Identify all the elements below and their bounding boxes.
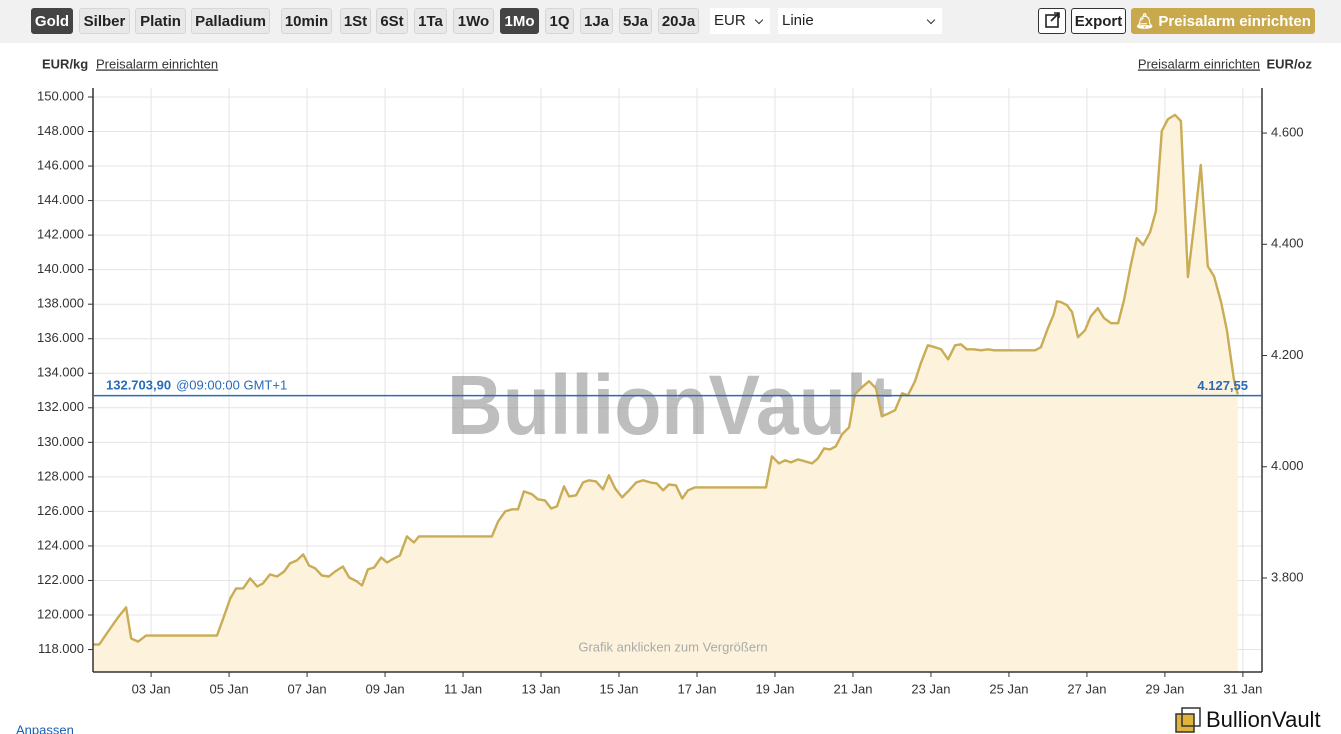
metal-button[interactable]: Palladium <box>191 8 270 34</box>
y2-axis-label: EUR/oz <box>1267 56 1313 71</box>
range-button[interactable]: 5Ja <box>619 8 652 34</box>
y-tick-label: 136.000 <box>37 330 84 345</box>
x-tick-label: 31 Jan <box>1223 681 1262 696</box>
reference-time: @09:00:00 GMT+1 <box>176 378 287 393</box>
y-tick-label: 148.000 <box>37 123 84 138</box>
customize-link[interactable]: Anpassen <box>16 722 74 734</box>
y-tick-label: 134.000 <box>37 365 84 380</box>
open-button[interactable] <box>1038 8 1066 34</box>
y-axis-label: EUR/kg <box>42 56 88 71</box>
y-tick-label: 124.000 <box>37 537 84 552</box>
x-tick-label: 15 Jan <box>599 681 638 696</box>
alarm-button[interactable]: 🔔︎ Preisalarm einrichten <box>1131 8 1315 34</box>
x-tick-label: 29 Jan <box>1145 681 1184 696</box>
reference-label: 132.703,90 @09:00:00 GMT+1 <box>106 378 287 393</box>
y2-tick-label: 4.200 <box>1271 347 1304 362</box>
range-button[interactable]: 1Wo <box>453 8 494 34</box>
y-tick-label: 144.000 <box>37 192 84 207</box>
currency-select[interactable]: EUR <box>710 8 770 34</box>
logo-text: BullionVault <box>1206 707 1321 732</box>
logo: BullionVault <box>1175 707 1321 733</box>
open-icon <box>1045 12 1060 28</box>
hint: Grafik anklicken zum Vergrößern <box>578 639 767 654</box>
x-tick-label: 21 Jan <box>833 681 872 696</box>
watermark: BullionVault <box>447 358 893 452</box>
range-button[interactable]: 6St <box>376 8 408 34</box>
reference-label-2: 4.127,55 <box>1197 378 1248 393</box>
x-tick-label: 27 Jan <box>1067 681 1106 696</box>
y-tick-label: 122.000 <box>37 572 84 587</box>
alarm-link[interactable]: Preisalarm einrichten <box>1138 56 1260 71</box>
range-button[interactable]: 10min <box>281 8 332 34</box>
range-button[interactable]: 1Mo <box>500 8 539 34</box>
toolbar: Gold Silber Platin Palladium 10min 1St 6St 1Ta 1… <box>0 0 1341 43</box>
x-tick-label: 25 Jan <box>989 681 1028 696</box>
y-tick-label: 150.000 <box>37 88 84 103</box>
y-tick-label: 140.000 <box>37 261 84 276</box>
metal-button[interactable]: Platin <box>135 8 186 34</box>
y-tick-label: 142.000 <box>37 227 84 242</box>
y-tick-label: 138.000 <box>37 296 84 311</box>
x-tick-label: 11 Jan <box>444 681 482 696</box>
metal-button[interactable]: Silber <box>79 8 130 34</box>
x-tick-label: 19 Jan <box>755 681 794 696</box>
y2-tick-label: 3.800 <box>1271 569 1304 584</box>
y-tick-label: 130.000 <box>37 434 84 449</box>
x-tick-label: 23 Jan <box>911 681 950 696</box>
y-tick-label: 126.000 <box>37 503 84 518</box>
range-button[interactable]: 1Q <box>545 8 574 34</box>
y-tick-label: 128.000 <box>37 468 84 483</box>
range-button[interactable]: 1St <box>340 8 371 34</box>
export-button[interactable]: Export <box>1071 8 1126 34</box>
x-tick-label: 13 Jan <box>522 681 561 696</box>
y2-tick-label: 4.600 <box>1271 124 1304 139</box>
alarm-label: Preisalarm einrichten <box>1158 13 1311 30</box>
y-tick-label: 120.000 <box>37 606 84 621</box>
alarm-link[interactable]: Preisalarm einrichten <box>96 56 218 71</box>
price-line <box>93 113 1239 646</box>
metal-button[interactable]: Gold <box>31 8 73 34</box>
x-tick-label: 07 Jan <box>288 681 327 696</box>
y-tick-label: 146.000 <box>37 157 84 172</box>
bell-icon: 🔔︎ <box>1135 13 1159 30</box>
x-tick-label: 17 Jan <box>677 681 716 696</box>
range-button[interactable]: 20Ja <box>658 8 699 34</box>
logo-box <box>1181 707 1201 727</box>
y2-tick-label: 4.000 <box>1271 458 1304 473</box>
logo-box <box>1175 713 1195 733</box>
area <box>93 114 1238 672</box>
y-tick-label: 132.000 <box>37 399 84 414</box>
range-button[interactable]: 1Ja <box>580 8 613 34</box>
x-tick-label: 03 Jan <box>132 681 171 696</box>
x-tick-label: 09 Jan <box>366 681 405 696</box>
range-button[interactable]: 1Ta <box>414 8 447 34</box>
style-select[interactable]: Linie <box>778 8 942 34</box>
y2-tick-label: 4.400 <box>1271 236 1304 251</box>
x-tick-label: 05 Jan <box>210 681 249 696</box>
reference-value: 132.703,90 <box>106 378 171 393</box>
y-tick-label: 118.000 <box>38 641 84 656</box>
